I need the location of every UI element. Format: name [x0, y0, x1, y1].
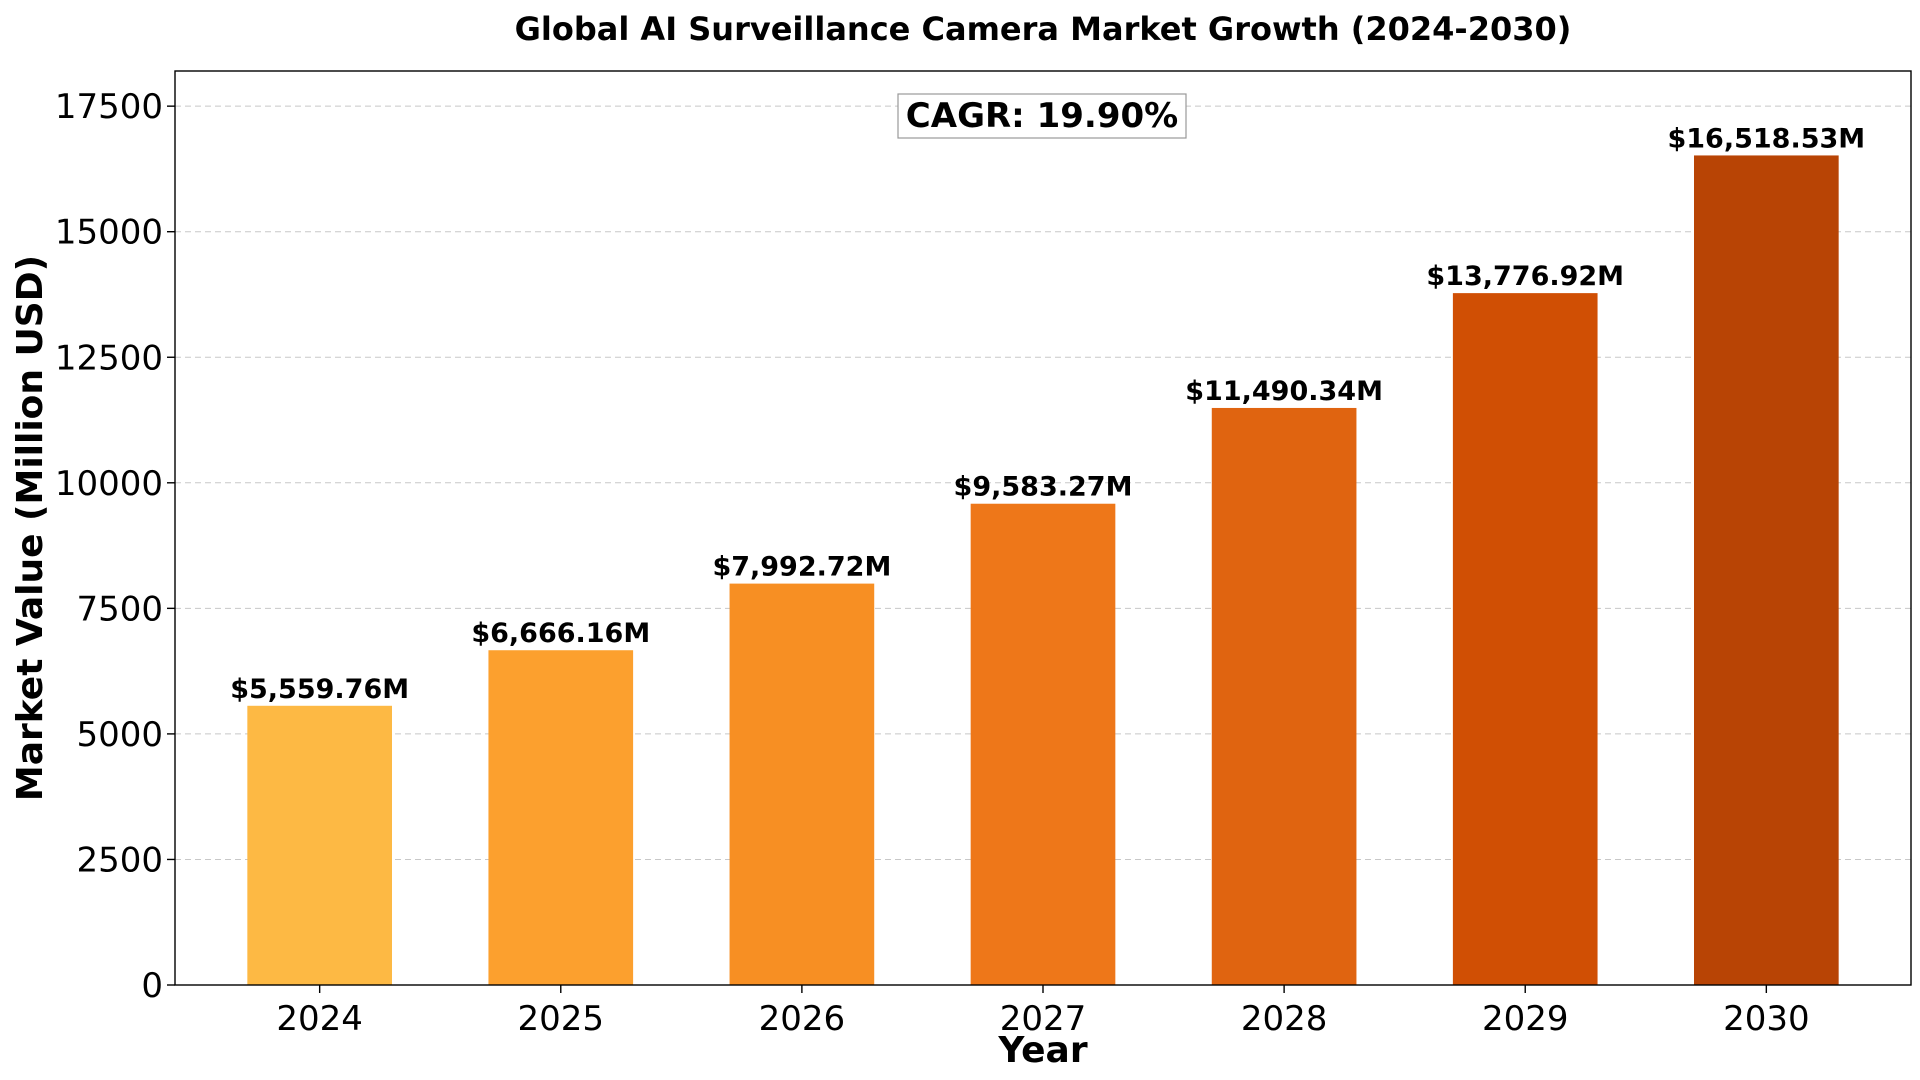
x-tick-label-2024: 2024 [276, 999, 363, 1039]
value-labels-layer: $5,559.76M $6,666.16M $7,992.72M $9,583.27M… [230, 123, 1865, 704]
value-label-2026: $7,992.72M [712, 552, 891, 583]
y-tick-label: 15000 [55, 213, 163, 253]
value-label-2027: $9,583.27M [954, 472, 1133, 503]
y-tick-label: 0 [141, 966, 163, 1006]
x-tick-label-2027: 2027 [1000, 999, 1087, 1039]
bar-2027 [970, 503, 1116, 985]
y-tick-label: 17500 [55, 87, 163, 127]
x-axis-ticks: 2024 2025 2026 2027 2028 2029 2030 [276, 985, 1810, 1039]
bar-2029 [1452, 293, 1598, 985]
y-tick-label: 5000 [76, 715, 163, 755]
plot-frame [174, 70, 1912, 986]
value-label-2024: $5,559.76M [230, 674, 409, 705]
cagr-box [897, 93, 1187, 139]
x-tick-label-2030: 2030 [1723, 999, 1810, 1039]
x-tick-label-2029: 2029 [1482, 999, 1569, 1039]
bar-2030 [1694, 155, 1839, 985]
y-axis-ticks: 0 2500 5000 7500 10000 12500 15000 17500 [55, 87, 175, 1006]
bar-2028 [1211, 407, 1357, 985]
chart-title: Global AI Surveillance Camera Market Gro… [515, 10, 1572, 48]
y-tick-label: 12500 [55, 338, 163, 378]
value-label-2029: $13,776.92M [1426, 261, 1624, 292]
y-tick-label: 7500 [76, 589, 163, 629]
bar-2025 [488, 650, 634, 985]
y-tick-label: 10000 [55, 464, 163, 504]
x-tick-label-2028: 2028 [1241, 999, 1328, 1039]
y-axis-label: Market Value (Million USD) [10, 255, 51, 801]
bar-2026 [729, 583, 875, 985]
cagr-annotation: CAGR: 19.90% [906, 96, 1178, 136]
value-label-2028: $11,490.34M [1185, 376, 1383, 407]
value-label-2030: $16,518.53M [1667, 123, 1865, 154]
bar-2024 [247, 705, 392, 985]
y-tick-label: 2500 [76, 840, 163, 880]
x-axis-label: Year [997, 1030, 1087, 1071]
value-label-2025: $6,666.16M [471, 618, 650, 649]
x-tick-label-2026: 2026 [759, 999, 846, 1039]
x-tick-label-2025: 2025 [518, 999, 605, 1039]
bars-layer [247, 155, 1839, 985]
